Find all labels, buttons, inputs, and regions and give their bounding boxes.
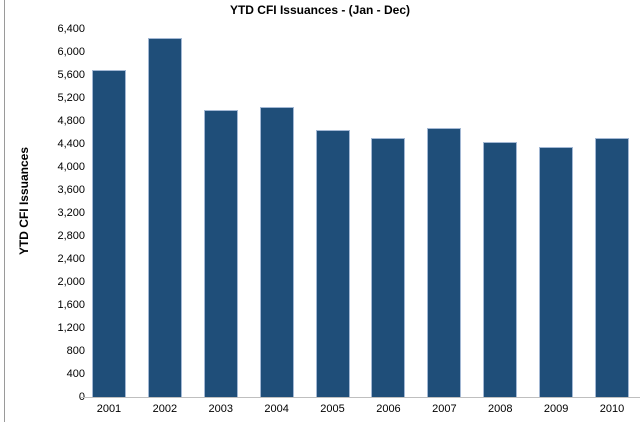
y-tick-label: 0 bbox=[0, 391, 85, 403]
x-axis-label: 2002 bbox=[152, 403, 178, 415]
y-tick-label: 4,400 bbox=[57, 138, 85, 151]
x-axis-label: 2003 bbox=[208, 403, 233, 415]
x-axis-line bbox=[81, 397, 640, 398]
bar-2004 bbox=[259, 106, 294, 397]
y-tick-label: 2,400 bbox=[57, 253, 85, 266]
bar-2009 bbox=[539, 146, 574, 397]
y-tick-label: 3,600 bbox=[57, 184, 85, 197]
chart-title: YTD CFI Issuances - (Jan - Dec) bbox=[229, 3, 411, 17]
y-tick-label: 2,000 bbox=[57, 276, 85, 289]
y-tick-label: 6,000 bbox=[57, 46, 85, 59]
y-tick-label: 1,200 bbox=[57, 322, 85, 335]
bar-2002 bbox=[147, 37, 182, 397]
y-tick-label: 400 bbox=[66, 368, 85, 381]
y-tick-label: 4,000 bbox=[57, 161, 85, 174]
x-axis-label: 2001 bbox=[96, 403, 122, 415]
bar-2010 bbox=[595, 138, 630, 397]
bar-2001 bbox=[91, 69, 126, 397]
x-axis-label: 2009 bbox=[543, 403, 569, 415]
x-axis-label: 2006 bbox=[376, 403, 401, 415]
y-tick-label: 1,600 bbox=[57, 299, 85, 312]
left-edge-border bbox=[4, 0, 5, 422]
x-axis-label: 2008 bbox=[488, 403, 513, 415]
x-axis-label: 2007 bbox=[432, 403, 457, 415]
y-axis-title: YTD CFI Issuances bbox=[17, 146, 31, 256]
y-tick-label: 2,800 bbox=[57, 230, 85, 243]
y-tick-label: 6,400 bbox=[57, 23, 85, 36]
y-tick-label: 4,800 bbox=[57, 115, 85, 128]
bar-2005 bbox=[315, 129, 350, 397]
bar-2007 bbox=[427, 128, 462, 397]
bar-2006 bbox=[371, 138, 406, 397]
y-tick-label: 5,600 bbox=[57, 69, 85, 82]
bar-2008 bbox=[483, 142, 518, 397]
y-tick-label: 3,200 bbox=[57, 207, 85, 220]
y-tick-label: 800 bbox=[66, 345, 85, 358]
y-tick-label: 5,200 bbox=[57, 92, 85, 105]
x-axis-label: 2010 bbox=[599, 403, 625, 415]
x-axis-label: 2004 bbox=[264, 403, 289, 415]
x-axis-label: 2005 bbox=[320, 403, 345, 415]
bar-2003 bbox=[203, 109, 238, 397]
